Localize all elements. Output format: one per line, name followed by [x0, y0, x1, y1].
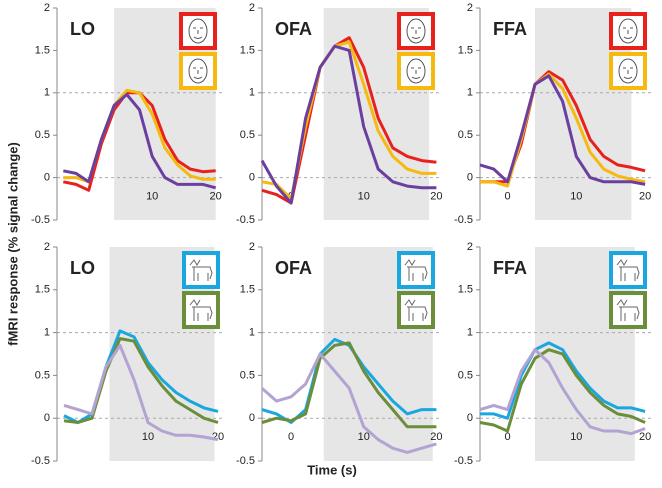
- icon-drawing: [623, 67, 633, 79]
- y-tick-label: 0.5: [35, 369, 50, 381]
- y-tick-label: 1.5: [35, 44, 50, 56]
- icon-drawing: [623, 27, 633, 39]
- y-tick-label: 1.5: [458, 284, 473, 296]
- panel-title: OFA: [275, 19, 312, 39]
- y-tick-label: 1.5: [240, 44, 255, 56]
- stimulus-icon: [397, 291, 435, 329]
- stimulus-icon: [182, 251, 220, 289]
- y-tick-label: 0: [44, 172, 50, 184]
- x-tick-label: 20: [430, 191, 442, 203]
- stimulus-icon: [397, 251, 435, 289]
- icon-drawing: [188, 18, 208, 44]
- x-tick-label: 10: [358, 191, 370, 203]
- x-tick-label: 10: [570, 431, 582, 443]
- x-tick-label: 20: [212, 431, 224, 443]
- series-line: [63, 329, 219, 424]
- series-line: [479, 348, 646, 436]
- icon-drawing: [404, 299, 428, 321]
- series-line: [480, 72, 646, 188]
- panel-title: FFA: [493, 19, 527, 39]
- series-line: [261, 352, 437, 454]
- x-tick-label: 20: [639, 191, 651, 203]
- y-tick-label: 2: [44, 2, 50, 14]
- x-tick-label: 0: [288, 431, 294, 443]
- y-tick-label: -0.5: [31, 214, 50, 226]
- y-tick-label: 2: [249, 241, 255, 253]
- y-tick-label: 1.5: [35, 284, 50, 296]
- x-axis-label: Time (s): [307, 462, 357, 477]
- icon-drawing: [193, 67, 203, 79]
- series-line: [260, 44, 437, 205]
- panel-title: FFA: [493, 258, 527, 278]
- icon-drawing: [189, 299, 213, 321]
- panel-title: OFA: [275, 258, 312, 278]
- series-line: [480, 341, 646, 420]
- icon-drawing: [411, 67, 421, 79]
- y-tick-label: -0.5: [31, 455, 50, 467]
- y-tick-label: 0.5: [240, 129, 255, 141]
- stimulus-icon: [609, 251, 647, 289]
- icon-drawing: [616, 299, 640, 321]
- y-tick-label: 0: [249, 172, 255, 184]
- x-tick-label: 10: [142, 431, 154, 443]
- x-tick-label: 10: [358, 431, 370, 443]
- y-tick-label: 1: [467, 87, 473, 99]
- y-axis-label: fMRI response (% signal change): [5, 142, 20, 346]
- icon-drawing: [618, 18, 638, 44]
- stimulus-icon: [182, 291, 220, 329]
- icon-drawing: [188, 58, 208, 84]
- y-tick-label: 1: [44, 327, 50, 339]
- icon-drawing: [616, 259, 640, 281]
- x-tick-label: 20: [210, 191, 222, 203]
- y-tick-label: -0.5: [454, 455, 473, 467]
- icon-drawing: [406, 18, 426, 44]
- y-tick-label: 0.5: [240, 369, 255, 381]
- icon-drawing: [411, 27, 421, 39]
- y-tick-label: 2: [467, 2, 473, 14]
- y-tick-label: 0.5: [458, 129, 473, 141]
- x-tick-label: 20: [639, 431, 651, 443]
- y-tick-label: 1.5: [240, 284, 255, 296]
- x-tick-label: 10: [146, 191, 158, 203]
- y-tick-label: -0.5: [454, 214, 473, 226]
- y-tick-label: -0.5: [236, 214, 255, 226]
- stimulus-icon: [609, 291, 647, 329]
- icon-drawing: [193, 27, 203, 39]
- y-tick-label: -0.5: [236, 455, 255, 467]
- icon-drawing: [618, 58, 638, 84]
- x-tick-label: 10: [570, 191, 582, 203]
- series-line: [63, 337, 219, 424]
- y-tick-label: 1: [249, 87, 255, 99]
- stimulus-icon: [397, 52, 435, 90]
- y-tick-label: 2: [467, 241, 473, 253]
- series-line: [261, 341, 437, 429]
- series-line: [63, 343, 219, 442]
- y-tick-label: 1: [249, 327, 255, 339]
- series-line: [62, 93, 217, 190]
- y-tick-label: 0.5: [458, 369, 473, 381]
- y-tick-label: 2: [44, 241, 50, 253]
- y-tick-label: 1: [44, 87, 50, 99]
- x-tick-label: 0: [504, 431, 510, 443]
- y-tick-label: 2: [249, 2, 255, 14]
- y-tick-label: 0.5: [35, 129, 50, 141]
- icon-drawing: [404, 259, 428, 281]
- series-line: [479, 74, 646, 186]
- y-tick-label: 0: [467, 412, 473, 424]
- y-tick-label: 0: [44, 412, 50, 424]
- y-tick-label: 0: [467, 172, 473, 184]
- x-tick-label: 0: [504, 191, 510, 203]
- icon-drawing: [189, 259, 213, 281]
- panel-title: LO: [70, 258, 95, 278]
- x-tick-label: 20: [430, 431, 442, 443]
- y-tick-label: 1: [467, 327, 473, 339]
- series-line: [479, 348, 646, 433]
- icon-drawing: [406, 58, 426, 84]
- y-tick-label: 1.5: [458, 44, 473, 56]
- y-tick-label: 0: [249, 412, 255, 424]
- panel-title: LO: [70, 19, 95, 39]
